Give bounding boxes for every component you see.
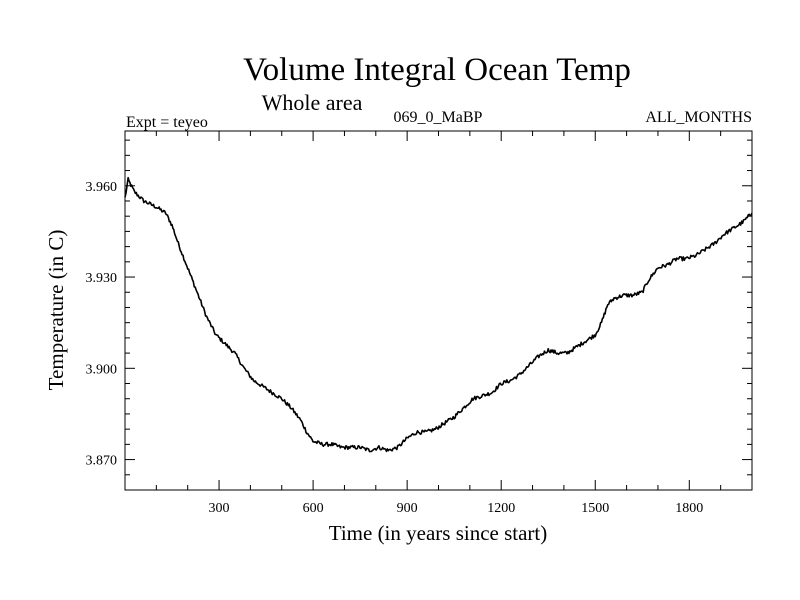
y-tick-label: 3.960 xyxy=(86,180,118,195)
chart-subtitle: Whole area xyxy=(262,90,363,115)
y-axis-ticks: 3.870 3.900 3.930 3.960 xyxy=(86,139,752,476)
x-tick-label: 900 xyxy=(397,501,418,516)
x-axis-label: Time (in years since start) xyxy=(329,521,548,545)
x-tick-label: 1500 xyxy=(581,501,609,516)
plot-frame xyxy=(124,130,753,491)
chart-title: Volume Integral Ocean Temp xyxy=(243,52,631,88)
x-axis-ticks: 300 600 900 1200 1500 1800 xyxy=(155,131,722,516)
x-tick-label: 300 xyxy=(209,501,230,516)
x-tick-label: 600 xyxy=(303,501,324,516)
period-label: 069_0_MaBP xyxy=(394,109,483,126)
y-tick-label: 3.900 xyxy=(86,362,118,377)
y-tick-label: 3.870 xyxy=(86,454,118,469)
x-tick-label: 1800 xyxy=(675,501,703,516)
x-tick-label: 1200 xyxy=(487,501,515,516)
experiment-label: Expt = teyeo xyxy=(126,114,208,131)
y-tick-label: 3.930 xyxy=(86,271,118,286)
y-axis-label: Temperature (in C) xyxy=(44,230,68,391)
months-label: ALL_MONTHS xyxy=(645,109,752,126)
series-line xyxy=(124,176,753,453)
